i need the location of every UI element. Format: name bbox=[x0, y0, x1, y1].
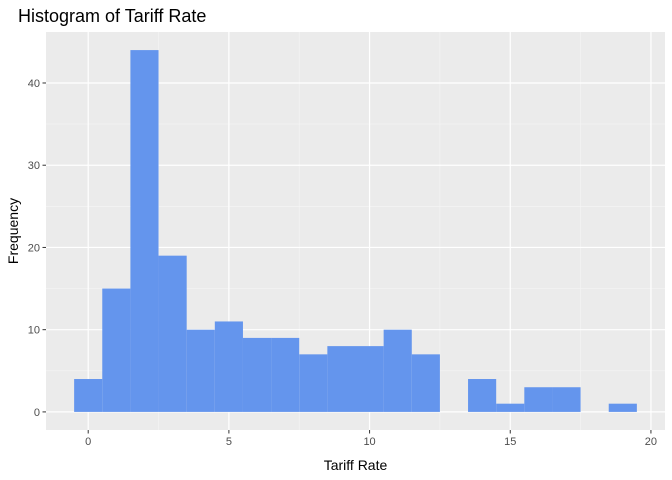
x-tick-label: 15 bbox=[504, 436, 516, 448]
histogram-bar bbox=[102, 288, 131, 412]
y-tick-label: 10 bbox=[28, 325, 40, 337]
histogram-bars bbox=[74, 50, 637, 412]
histogram-bar bbox=[130, 50, 159, 412]
histogram-bar bbox=[186, 329, 215, 412]
histogram-bar bbox=[496, 403, 525, 412]
histogram-bar bbox=[214, 321, 243, 412]
chart-title: Histogram of Tariff Rate bbox=[18, 6, 206, 26]
x-tick-label: 5 bbox=[226, 436, 232, 448]
histogram-bar bbox=[299, 354, 328, 412]
x-axis-ticks: 0 5 10 15 20 bbox=[85, 430, 657, 448]
histogram-bar bbox=[383, 329, 412, 412]
x-tick-label: 10 bbox=[363, 436, 375, 448]
histogram-bar bbox=[468, 379, 497, 412]
y-tick-label: 20 bbox=[28, 242, 40, 254]
y-tick-label: 0 bbox=[34, 407, 40, 419]
y-tick-label: 30 bbox=[28, 160, 40, 172]
histogram-bar bbox=[552, 387, 581, 412]
y-axis-ticks: 0 10 20 30 40 bbox=[28, 78, 46, 419]
histogram-bar bbox=[608, 403, 637, 412]
y-axis-title: Frequency bbox=[5, 198, 21, 264]
histogram-bar bbox=[524, 387, 553, 412]
histogram-bar bbox=[355, 346, 384, 412]
x-axis-title: Tariff Rate bbox=[324, 457, 388, 473]
histogram-bar bbox=[271, 337, 300, 412]
histogram-bar bbox=[158, 255, 187, 412]
histogram-bar bbox=[242, 337, 272, 412]
x-tick-label: 0 bbox=[85, 436, 91, 448]
y-tick-label: 40 bbox=[28, 78, 40, 90]
histogram-bar bbox=[74, 379, 103, 412]
histogram-bar bbox=[327, 346, 356, 412]
x-tick-label: 20 bbox=[645, 436, 657, 448]
histogram-bar bbox=[411, 354, 440, 412]
